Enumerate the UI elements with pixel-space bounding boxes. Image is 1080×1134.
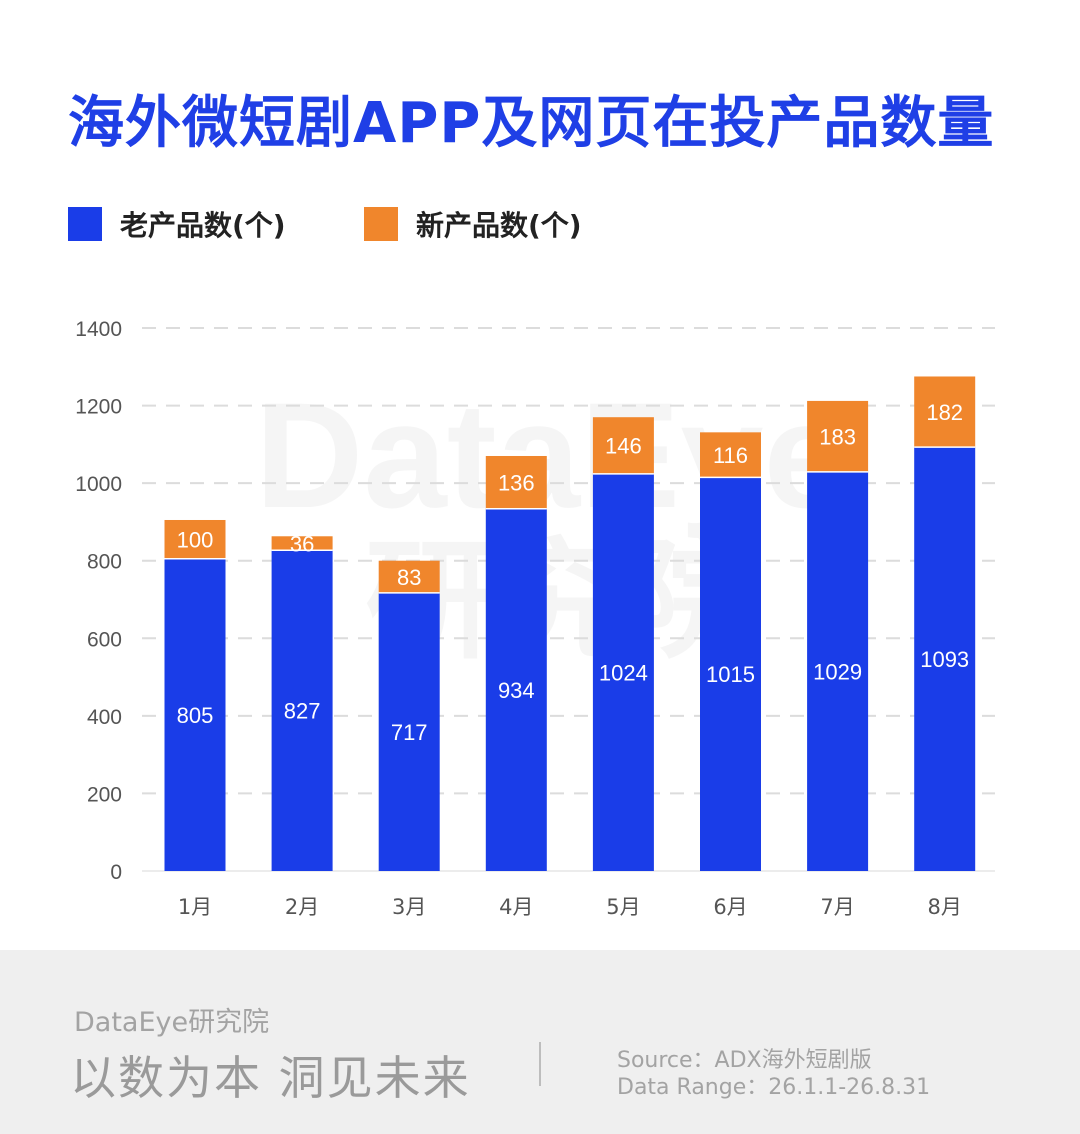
legend-label-old: 老产品数(个) <box>120 209 286 242</box>
bar-new <box>807 400 869 472</box>
y-tick-label: 1000 <box>75 473 122 496</box>
bar-new <box>700 432 761 478</box>
bar-old <box>164 558 226 871</box>
data-label-old: 1024 <box>599 660 648 685</box>
bar-new <box>378 560 440 593</box>
footer-slogan: 以数为本 洞见未来 <box>70 1051 471 1105</box>
data-label-new: 146 <box>605 434 642 459</box>
data-label-new: 36 <box>290 531 314 556</box>
x-tick-label: 6月 <box>713 895 747 919</box>
bar-old <box>485 508 547 871</box>
legend-swatch-new <box>364 207 398 241</box>
data-label-new: 136 <box>498 470 535 495</box>
bar-new <box>485 455 547 509</box>
data-label-new: 116 <box>713 443 748 468</box>
x-tick-label: 7月 <box>820 895 854 919</box>
stacked-bar-chart: 0 200 400 600 800 1000 1200 1400 805 100 1月 827 36 2月… <box>75 318 995 919</box>
data-label-old: 827 <box>284 699 321 724</box>
x-tick-label: 5月 <box>606 895 640 919</box>
legend-item-old: 老产品数(个) <box>68 204 286 244</box>
legend-swatch-old <box>68 207 102 241</box>
legend-label-new: 新产品数(个) <box>416 209 582 242</box>
y-tick-label: 600 <box>87 628 122 651</box>
footer: DataEye研究院 以数为本 洞见未来 Source：ADX海外短剧版 Dat… <box>0 950 1080 1134</box>
x-tick-label: 2月 <box>285 895 319 919</box>
y-tick-label: 200 <box>87 783 122 806</box>
bar-old <box>914 447 976 871</box>
data-label-old: 1029 <box>813 659 862 684</box>
data-label-new: 182 <box>926 400 963 425</box>
bar-new <box>592 417 654 474</box>
footer-source: Source：ADX海外短剧版 <box>617 1048 872 1073</box>
bar-old <box>378 592 440 871</box>
data-label-old: 934 <box>498 678 535 703</box>
y-tick-label: 1200 <box>75 396 122 419</box>
bar-old <box>592 473 654 871</box>
x-tick-label: 4月 <box>499 895 533 919</box>
y-tick-label: 0 <box>110 861 122 884</box>
bar-new <box>164 519 226 559</box>
bar-new <box>914 376 976 448</box>
bar-new <box>271 536 333 551</box>
data-label-old: 805 <box>177 703 214 728</box>
bar-old <box>807 471 869 871</box>
bar-old <box>700 477 761 871</box>
footer-brand: DataEye研究院 <box>74 1007 270 1038</box>
data-label-old: 1015 <box>706 662 755 687</box>
x-tick-label: 8月 <box>928 895 962 919</box>
x-tick-label: 3月 <box>392 895 426 919</box>
y-tick-label: 1400 <box>75 318 122 341</box>
footer-data-range: Data Range：26.1.1-26.8.31 <box>617 1075 931 1100</box>
y-tick-label: 800 <box>87 551 122 574</box>
legend-item-new: 新产品数(个) <box>364 204 582 244</box>
data-label-old: 1093 <box>920 647 969 672</box>
bar-old <box>271 550 333 871</box>
footer-divider <box>539 1042 541 1086</box>
data-label-new: 183 <box>819 424 856 449</box>
data-label-new: 100 <box>177 527 214 552</box>
chart-title: 海外微短剧APP及网页在投产品数量 <box>68 91 995 156</box>
data-label-new: 83 <box>397 565 421 590</box>
x-tick-label: 1月 <box>178 895 212 919</box>
data-label-old: 717 <box>391 720 428 745</box>
y-tick-label: 400 <box>87 706 122 729</box>
